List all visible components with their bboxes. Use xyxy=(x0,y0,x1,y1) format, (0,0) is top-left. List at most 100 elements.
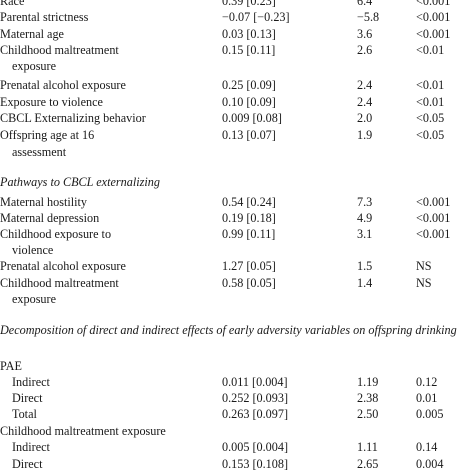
table-row: Indirect 0.011 [0.004] 1.19 0.12 xyxy=(0,374,474,390)
row-label: Exposure to violence xyxy=(0,95,103,109)
row-z: 2.50 xyxy=(357,407,379,421)
row-p: <0.01 xyxy=(416,78,445,92)
group-label: PAE xyxy=(0,359,22,373)
row-p: <0.001 xyxy=(416,195,451,209)
row-p: <0.01 xyxy=(416,43,445,57)
table-row: Exposure to violence 0.10 [0.09] 2.4 <0.… xyxy=(0,94,474,110)
group-heading: PAE xyxy=(0,358,474,374)
table-row: Prenatal alcohol exposure 1.27 [0.05] 1.… xyxy=(0,258,474,274)
table-row: Total 0.263 [0.097] 2.50 0.005 xyxy=(0,406,474,422)
table-row-continuation: exposure xyxy=(0,291,474,307)
row-z: 6.4 xyxy=(357,0,373,8)
row-z: 4.9 xyxy=(357,211,373,225)
row-p: NS xyxy=(416,276,432,290)
row-estimate: 0.153 [0.108] xyxy=(222,457,289,471)
table-row: Childhood maltreatment 0.58 [0.05] 1.4 N… xyxy=(0,275,474,291)
row-label: Total xyxy=(12,407,37,421)
row-p: <0.001 xyxy=(416,0,451,8)
row-p: 0.12 xyxy=(416,375,438,389)
row-estimate: 0.011 [0.004] xyxy=(222,375,288,389)
row-label-continued: violence xyxy=(12,243,54,257)
row-estimate: 0.005 [0.004] xyxy=(222,440,289,454)
row-p: <0.001 xyxy=(416,211,451,225)
row-p: <0.001 xyxy=(416,10,451,24)
row-z: 2.4 xyxy=(357,78,373,92)
row-label: Parental strictness xyxy=(0,10,89,24)
table-row: Direct 0.252 [0.093] 2.38 0.01 xyxy=(0,390,474,406)
table-row-continuation: violence xyxy=(0,242,474,258)
table-row: Childhood exposure to 0.99 [0.11] 3.1 <0… xyxy=(0,226,474,242)
row-estimate: 0.15 [0.11] xyxy=(222,43,276,57)
table-row-continuation: assessment xyxy=(0,144,474,160)
row-label: Childhood maltreatment xyxy=(0,43,119,57)
group-label: Childhood maltreatment exposure xyxy=(0,424,166,438)
row-estimate: 0.58 [0.05] xyxy=(222,276,276,290)
row-estimate: 0.10 [0.09] xyxy=(222,95,276,109)
row-z: −5.8 xyxy=(357,10,380,24)
row-z: 1.5 xyxy=(357,259,373,273)
row-p: <0.05 xyxy=(416,111,445,125)
table-row: Offspring age at 16 0.13 [0.07] 1.9 <0.0… xyxy=(0,127,474,143)
row-p: 0.01 xyxy=(416,391,438,405)
row-estimate: 0.99 [0.11] xyxy=(222,227,276,241)
row-label: CBCL Externalizing behavior xyxy=(0,111,146,125)
table-row: Childhood maltreatment 0.15 [0.11] 2.6 <… xyxy=(0,42,474,58)
table-row: Maternal age 0.03 [0.13] 3.6 <0.001 xyxy=(0,26,474,42)
row-estimate: 0.13 [0.07] xyxy=(222,128,276,142)
row-estimate: 0.009 [0.08] xyxy=(222,111,282,125)
table-row: Maternal depression 0.19 [0.18] 4.9 <0.0… xyxy=(0,210,474,226)
row-p: <0.001 xyxy=(416,227,451,241)
row-z: 3.1 xyxy=(357,227,373,241)
row-estimate: 0.54 [0.24] xyxy=(222,195,276,209)
row-z: 1.4 xyxy=(357,276,373,290)
row-z: 7.3 xyxy=(357,195,373,209)
row-p: 0.14 xyxy=(416,440,438,454)
row-label: Maternal depression xyxy=(0,211,100,225)
row-label: Maternal hostility xyxy=(0,195,87,209)
table-row: Parental strictness −0.07 [−0.23] −5.8 <… xyxy=(0,9,474,25)
row-label: Childhood exposure to xyxy=(0,227,112,241)
row-p: 0.004 xyxy=(416,457,444,471)
row-label: Direct xyxy=(12,457,43,471)
table-row: Race 0.39 [0.23] 6.4 <0.001 xyxy=(0,0,474,9)
row-label: Prenatal alcohol exposure xyxy=(0,259,126,273)
table-row-continuation: exposure xyxy=(0,58,474,74)
row-estimate: −0.07 [−0.23] xyxy=(222,10,290,24)
group-heading: Childhood maltreatment exposure xyxy=(0,423,474,439)
row-label: Indirect xyxy=(12,440,50,454)
row-z: 2.38 xyxy=(357,391,379,405)
row-z: 2.0 xyxy=(357,111,373,125)
row-estimate: 0.03 [0.13] xyxy=(222,27,276,41)
row-label: Maternal age xyxy=(0,27,64,41)
row-p: NS xyxy=(416,259,432,273)
table-row: Direct 0.153 [0.108] 2.65 0.004 xyxy=(0,456,474,472)
row-label-continued: exposure xyxy=(12,292,56,306)
row-estimate: 0.263 [0.097] xyxy=(222,407,289,421)
row-estimate: 0.39 [0.23] xyxy=(222,0,276,8)
row-label-continued: exposure xyxy=(12,59,56,73)
table-row: Maternal hostility 0.54 [0.24] 7.3 <0.00… xyxy=(0,194,474,210)
table-row: Prenatal alcohol exposure 0.25 [0.09] 2.… xyxy=(0,77,474,93)
row-z: 3.6 xyxy=(357,27,373,41)
row-p: <0.05 xyxy=(416,128,445,142)
row-z: 1.19 xyxy=(357,375,379,389)
row-label: Offspring age at 16 xyxy=(0,128,95,142)
table-row: Indirect 0.005 [0.004] 1.11 0.14 xyxy=(0,439,474,455)
row-label: Childhood maltreatment xyxy=(0,276,119,290)
section-heading: Pathways to CBCL externalizing xyxy=(0,175,160,189)
row-label: Race xyxy=(0,0,25,8)
row-p: <0.001 xyxy=(416,27,451,41)
section-heading: Decomposition of direct and indirect eff… xyxy=(0,323,457,337)
row-p: 0.005 xyxy=(416,407,444,421)
row-estimate: 0.25 [0.09] xyxy=(222,78,276,92)
row-estimate: 0.252 [0.093] xyxy=(222,391,289,405)
row-estimate: 0.19 [0.18] xyxy=(222,211,276,225)
row-label-continued: assessment xyxy=(12,145,67,159)
row-label: Indirect xyxy=(12,375,50,389)
row-z: 1.9 xyxy=(357,128,373,142)
row-z: 2.4 xyxy=(357,95,373,109)
row-estimate: 1.27 [0.05] xyxy=(222,259,276,273)
row-z: 2.65 xyxy=(357,457,379,471)
row-label: Prenatal alcohol exposure xyxy=(0,78,126,92)
